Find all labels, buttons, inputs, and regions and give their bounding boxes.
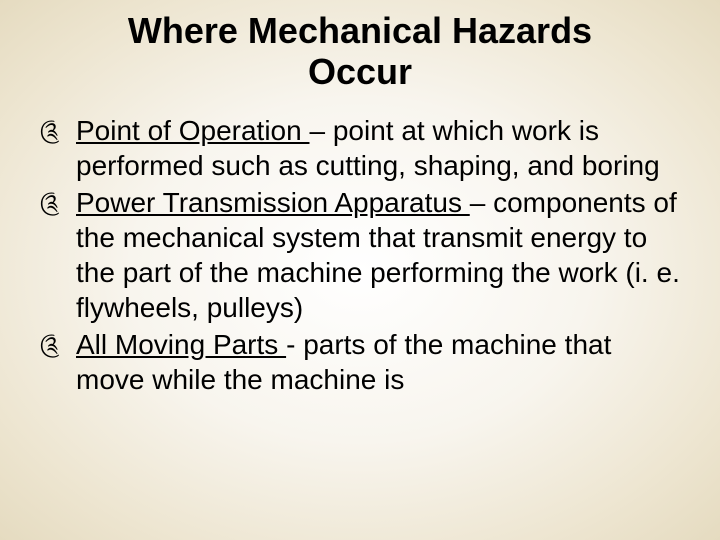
- separator: –: [470, 187, 493, 218]
- separator: –: [309, 115, 332, 146]
- slide: Where Mechanical Hazards Occur ༊ Point o…: [0, 0, 720, 397]
- bullet-icon: ༊: [40, 189, 60, 217]
- list-item: ༊ Power Transmission Apparatus – compone…: [70, 185, 680, 325]
- slide-content: ༊ Point of Operation – point at which wo…: [40, 113, 680, 397]
- slide-title: Where Mechanical Hazards Occur: [40, 10, 680, 93]
- term: All Moving Parts: [76, 329, 286, 360]
- separator: -: [286, 329, 303, 360]
- bullet-icon: ༊: [40, 331, 60, 359]
- list-item: ༊ All Moving Parts - parts of the machin…: [70, 327, 680, 397]
- term: Power Transmission Apparatus: [76, 187, 470, 218]
- term: Point of Operation: [76, 115, 309, 146]
- list-item: ༊ Point of Operation – point at which wo…: [70, 113, 680, 183]
- bullet-icon: ༊: [40, 117, 60, 145]
